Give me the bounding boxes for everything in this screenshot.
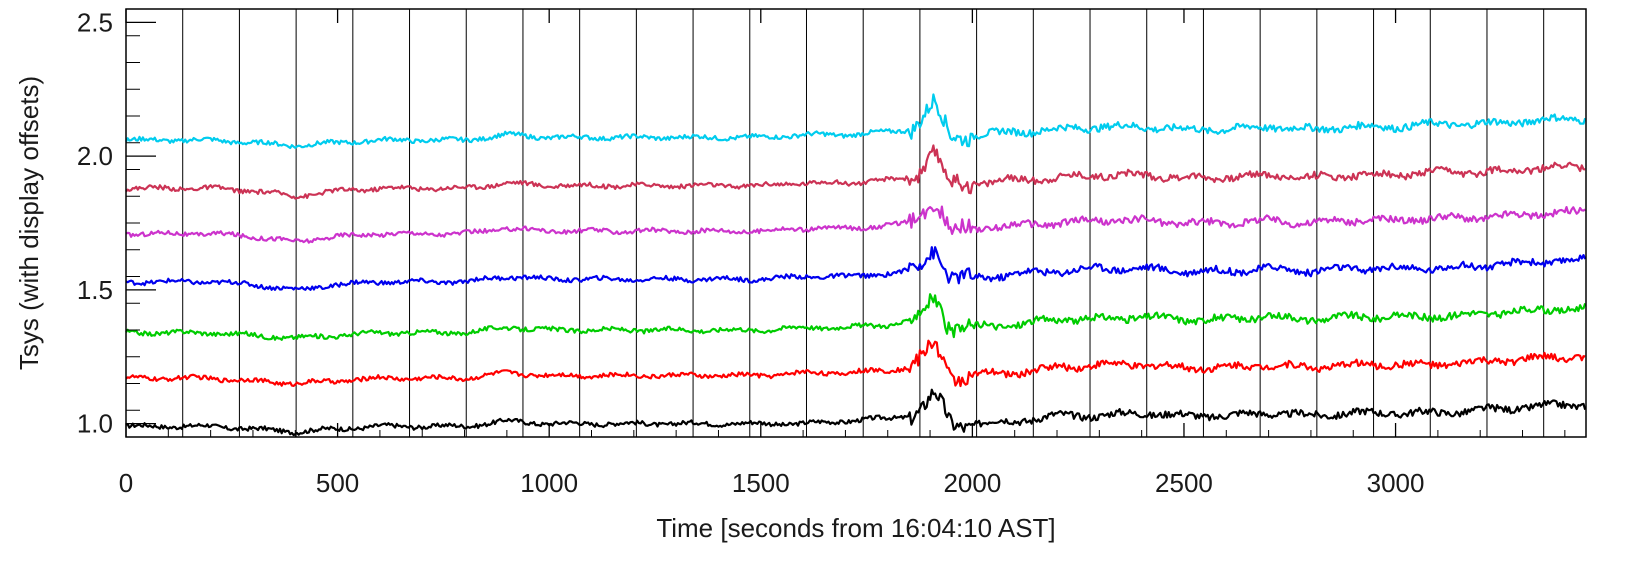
series-line (125, 293, 1587, 341)
x-tick-label: 2000 (943, 468, 1001, 498)
x-tick-label: 0 (119, 468, 133, 498)
x-tick-label: 500 (316, 468, 359, 498)
axis-ticks (125, 8, 1566, 438)
y-axis-label: Tsys (with display offsets) (14, 76, 44, 370)
series-line (125, 205, 1586, 244)
x-tick-label: 1500 (732, 468, 790, 498)
series-line (125, 388, 1587, 437)
series-line (125, 93, 1587, 150)
x-tick-label: 2500 (1155, 468, 1213, 498)
y-tick-label: 1.5 (77, 275, 113, 305)
x-tick-label: 3000 (1367, 468, 1425, 498)
series-lines (125, 93, 1587, 437)
series-line (125, 246, 1587, 291)
tick-labels: 0 500 1000 1500 2000 2500 3000 1.0 1.5 2.0 2.5 (77, 7, 1425, 498)
x-tick-label: 1000 (520, 468, 578, 498)
y-tick-label: 2.0 (77, 141, 113, 171)
y-tick-label: 2.5 (77, 7, 113, 37)
x-axis-label: Time [seconds from 16:04:10 AST] (656, 513, 1055, 543)
y-tick-label: 1.0 (77, 409, 113, 439)
series-line (125, 144, 1586, 200)
series-line (125, 339, 1586, 388)
